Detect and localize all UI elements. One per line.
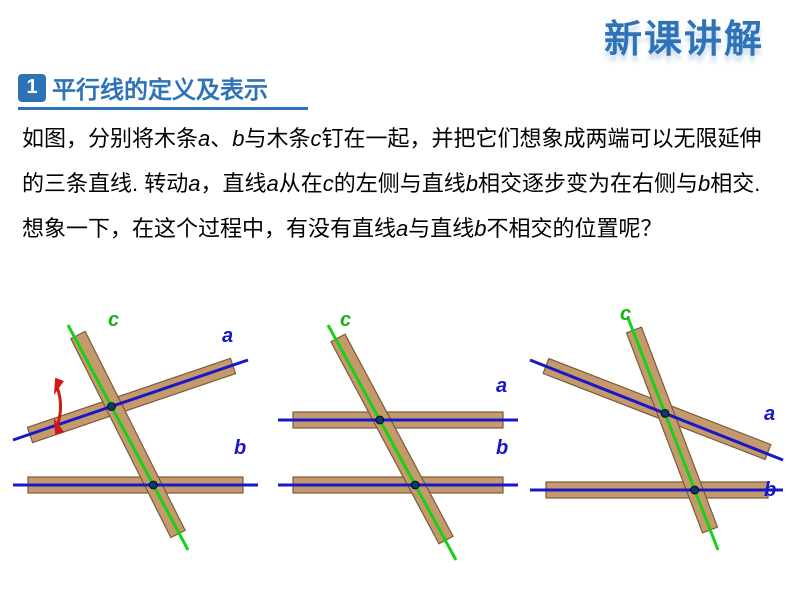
diagram-figure-2: a b c bbox=[268, 300, 526, 580]
var-c: c bbox=[311, 126, 322, 151]
diagram-label-c: c bbox=[340, 309, 351, 332]
body-paragraph: 如图，分别将木条a、b与木条c钉在一起，并把它们想象成两端可以无限延伸的三条直线… bbox=[22, 116, 772, 251]
diagram-row: a b c a b c a b c bbox=[0, 300, 794, 580]
var-a: a bbox=[267, 171, 279, 196]
text-seg: 、 bbox=[210, 126, 232, 151]
section-title-text: 平行线的定义及表示 bbox=[52, 70, 268, 105]
var-b: b bbox=[698, 171, 710, 196]
diagram-label-b: b bbox=[234, 437, 246, 460]
diagram-label-a: a bbox=[222, 325, 233, 348]
diagram-label-a: a bbox=[496, 375, 507, 398]
diagram-label-c: c bbox=[620, 303, 631, 326]
text-seg: 不相交的位置呢？ bbox=[487, 216, 663, 241]
text-seg: 与木条 bbox=[245, 126, 311, 151]
section-title-row: 1 平行线的定义及表示 bbox=[18, 70, 308, 110]
text-seg: 从在 bbox=[279, 171, 323, 196]
var-b: b bbox=[232, 126, 244, 151]
text-seg: 如图，分别将木条 bbox=[22, 126, 198, 151]
text-seg: 相交逐步变为在右侧与 bbox=[478, 171, 698, 196]
diagram-svg bbox=[528, 300, 786, 580]
diagram-figure-3: a b c bbox=[528, 300, 786, 580]
diagram-figure-1: a b c bbox=[8, 300, 266, 580]
page-header-title: 新课讲解 bbox=[604, 8, 764, 63]
diagram-label-a: a bbox=[764, 403, 775, 426]
diagram-label-c: c bbox=[108, 309, 119, 332]
var-b: b bbox=[474, 216, 486, 241]
var-a: a bbox=[188, 171, 200, 196]
var-c: c bbox=[323, 171, 334, 196]
text-seg: 与直线 bbox=[408, 216, 474, 241]
section-badge: 1 bbox=[18, 74, 46, 102]
var-a: a bbox=[396, 216, 408, 241]
text-seg: 的左侧与直线 bbox=[334, 171, 466, 196]
diagram-svg bbox=[268, 300, 526, 580]
var-b: b bbox=[466, 171, 478, 196]
var-a: a bbox=[198, 126, 210, 151]
diagram-label-b: b bbox=[496, 437, 508, 460]
diagram-label-b: b bbox=[764, 479, 776, 502]
text-seg: ，直线 bbox=[200, 171, 266, 196]
